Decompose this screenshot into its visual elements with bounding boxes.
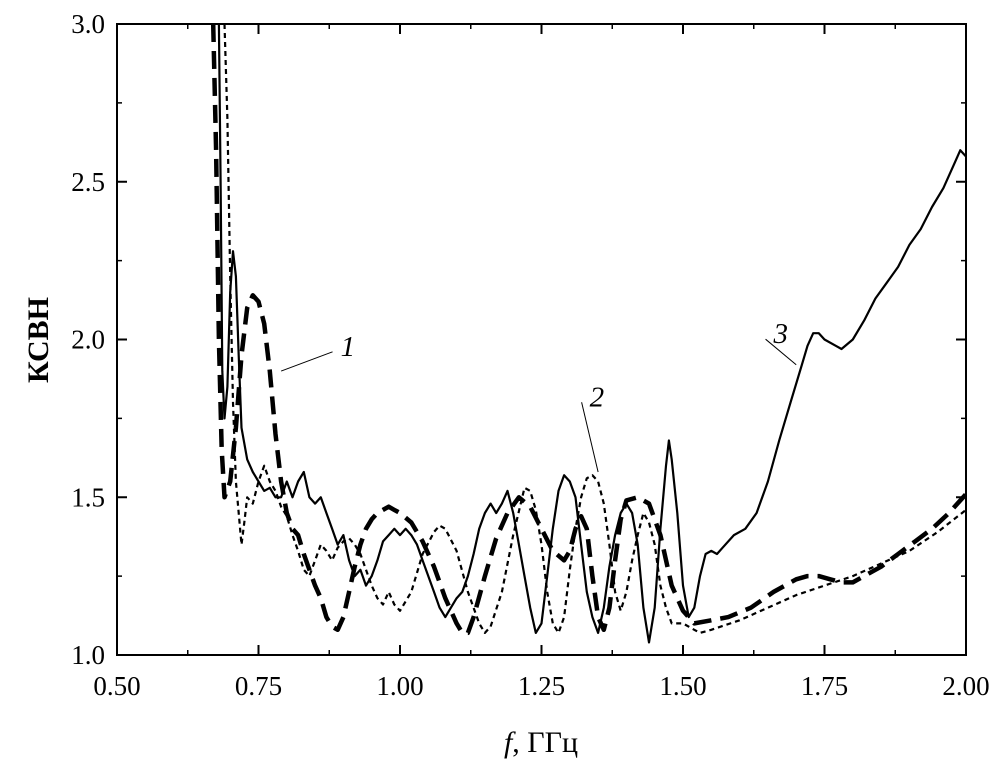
series-line-1 <box>210 24 966 636</box>
y-tick-label: 1.0 <box>71 640 105 670</box>
x-axis-title: f, ГГц <box>504 726 578 759</box>
y-axis-title: КСВН <box>22 297 55 383</box>
x-tick-label: 1.50 <box>659 671 706 701</box>
x-tick-label: 0.75 <box>235 671 282 701</box>
axis-tick-labels: 0.50 0.75 1.00 1.25 1.50 1.75 2.00 1.0 1.5 2.0 2.5… <box>71 9 989 701</box>
annotation-leader <box>581 402 599 473</box>
y-tick-label: 3.0 <box>71 9 105 39</box>
x-tick-label: 1.00 <box>376 671 423 701</box>
series-label-2: 2 <box>590 381 605 413</box>
annotation-leader <box>765 338 797 366</box>
axis-ticks <box>116 23 967 656</box>
y-tick-label: 1.5 <box>71 482 105 512</box>
series-label-3: 3 <box>773 318 789 350</box>
x-tick-label: 0.50 <box>93 671 140 701</box>
x-tick-label: 1.25 <box>518 671 565 701</box>
series-line-3 <box>217 24 966 644</box>
y-tick-label: 2.5 <box>71 167 105 197</box>
annotation-leader <box>280 351 333 372</box>
x-tick-label: 2.00 <box>942 671 989 701</box>
x-axis-unit: , ГГц <box>512 726 578 759</box>
series-annotations: 1 2 3 <box>280 318 797 473</box>
series-label-1: 1 <box>341 331 356 363</box>
data-series <box>210 24 966 644</box>
series-line-2 <box>223 24 966 634</box>
y-tick-label: 2.0 <box>71 325 105 355</box>
x-tick-label: 1.75 <box>801 671 848 701</box>
